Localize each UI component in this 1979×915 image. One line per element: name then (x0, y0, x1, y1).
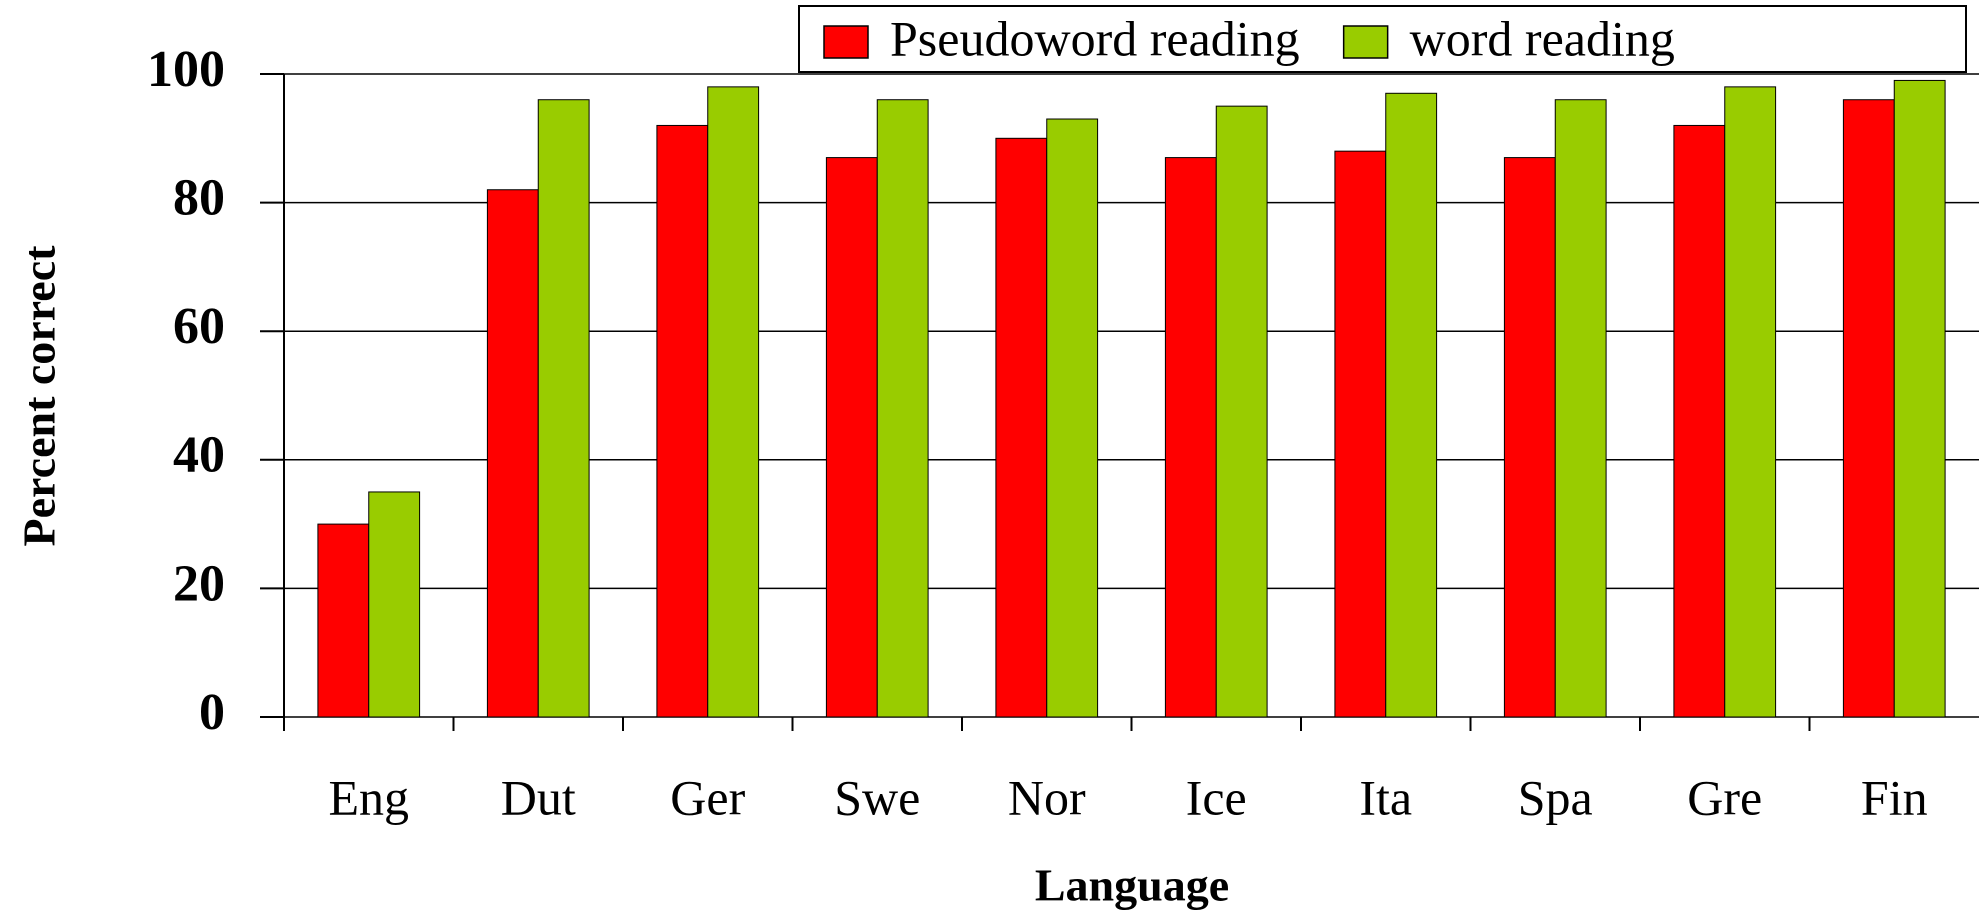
x-tick-label: Ice (1186, 769, 1247, 825)
bar (537, 99, 590, 718)
bar (1215, 105, 1268, 718)
y-axis-title: Percent correct (14, 245, 65, 547)
y-tick-label: 20 (173, 555, 225, 612)
bar (317, 523, 370, 718)
legend-swatch (823, 25, 869, 59)
x-tick-label: Ita (1359, 769, 1412, 825)
x-tick-label: Gre (1687, 769, 1762, 825)
bar (368, 491, 421, 718)
bar (1842, 99, 1895, 718)
x-tick-label: Nor (1008, 769, 1086, 825)
bar (656, 124, 709, 718)
y-tick-label: 100 (147, 41, 225, 98)
legend-swatch (1342, 25, 1389, 59)
bar (825, 157, 878, 718)
x-tick-label: Ger (670, 769, 745, 825)
bar (1673, 124, 1726, 718)
bar (1503, 157, 1556, 718)
x-tick-label: Swe (834, 769, 920, 825)
legend-label: Pseudoword reading (890, 10, 1300, 66)
y-tick-label: 0 (199, 684, 225, 741)
x-axis-title: Language (1035, 860, 1229, 911)
bar (486, 189, 539, 718)
y-tick-label: 80 (173, 170, 225, 227)
bar (707, 86, 760, 718)
x-tick-label: Eng (328, 769, 409, 825)
bar (1164, 157, 1217, 718)
x-tick-label: Spa (1518, 769, 1593, 825)
bar (1046, 118, 1099, 718)
bar (1724, 86, 1777, 718)
bar (1893, 79, 1946, 718)
bar (1554, 99, 1607, 718)
bar (1334, 150, 1387, 718)
legend-label: word reading (1410, 10, 1675, 66)
x-tick-label: Dut (501, 769, 576, 825)
bar (1385, 92, 1438, 718)
y-tick-label: 60 (173, 298, 225, 355)
bar (995, 137, 1048, 718)
bar (876, 99, 929, 718)
x-tick-label: Fin (1861, 769, 1928, 825)
y-tick-label: 40 (173, 427, 225, 484)
